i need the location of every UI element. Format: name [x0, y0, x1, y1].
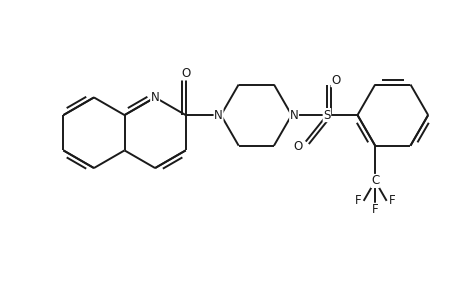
- Text: F: F: [355, 194, 361, 207]
- Text: F: F: [372, 203, 378, 216]
- Text: S: S: [323, 108, 330, 122]
- Text: N: N: [214, 108, 223, 122]
- Text: N: N: [151, 91, 159, 104]
- Text: F: F: [389, 194, 396, 207]
- Text: N: N: [290, 108, 298, 122]
- Text: O: O: [181, 67, 190, 80]
- Text: O: O: [331, 74, 340, 87]
- Text: C: C: [371, 175, 379, 187]
- Text: O: O: [294, 140, 303, 153]
